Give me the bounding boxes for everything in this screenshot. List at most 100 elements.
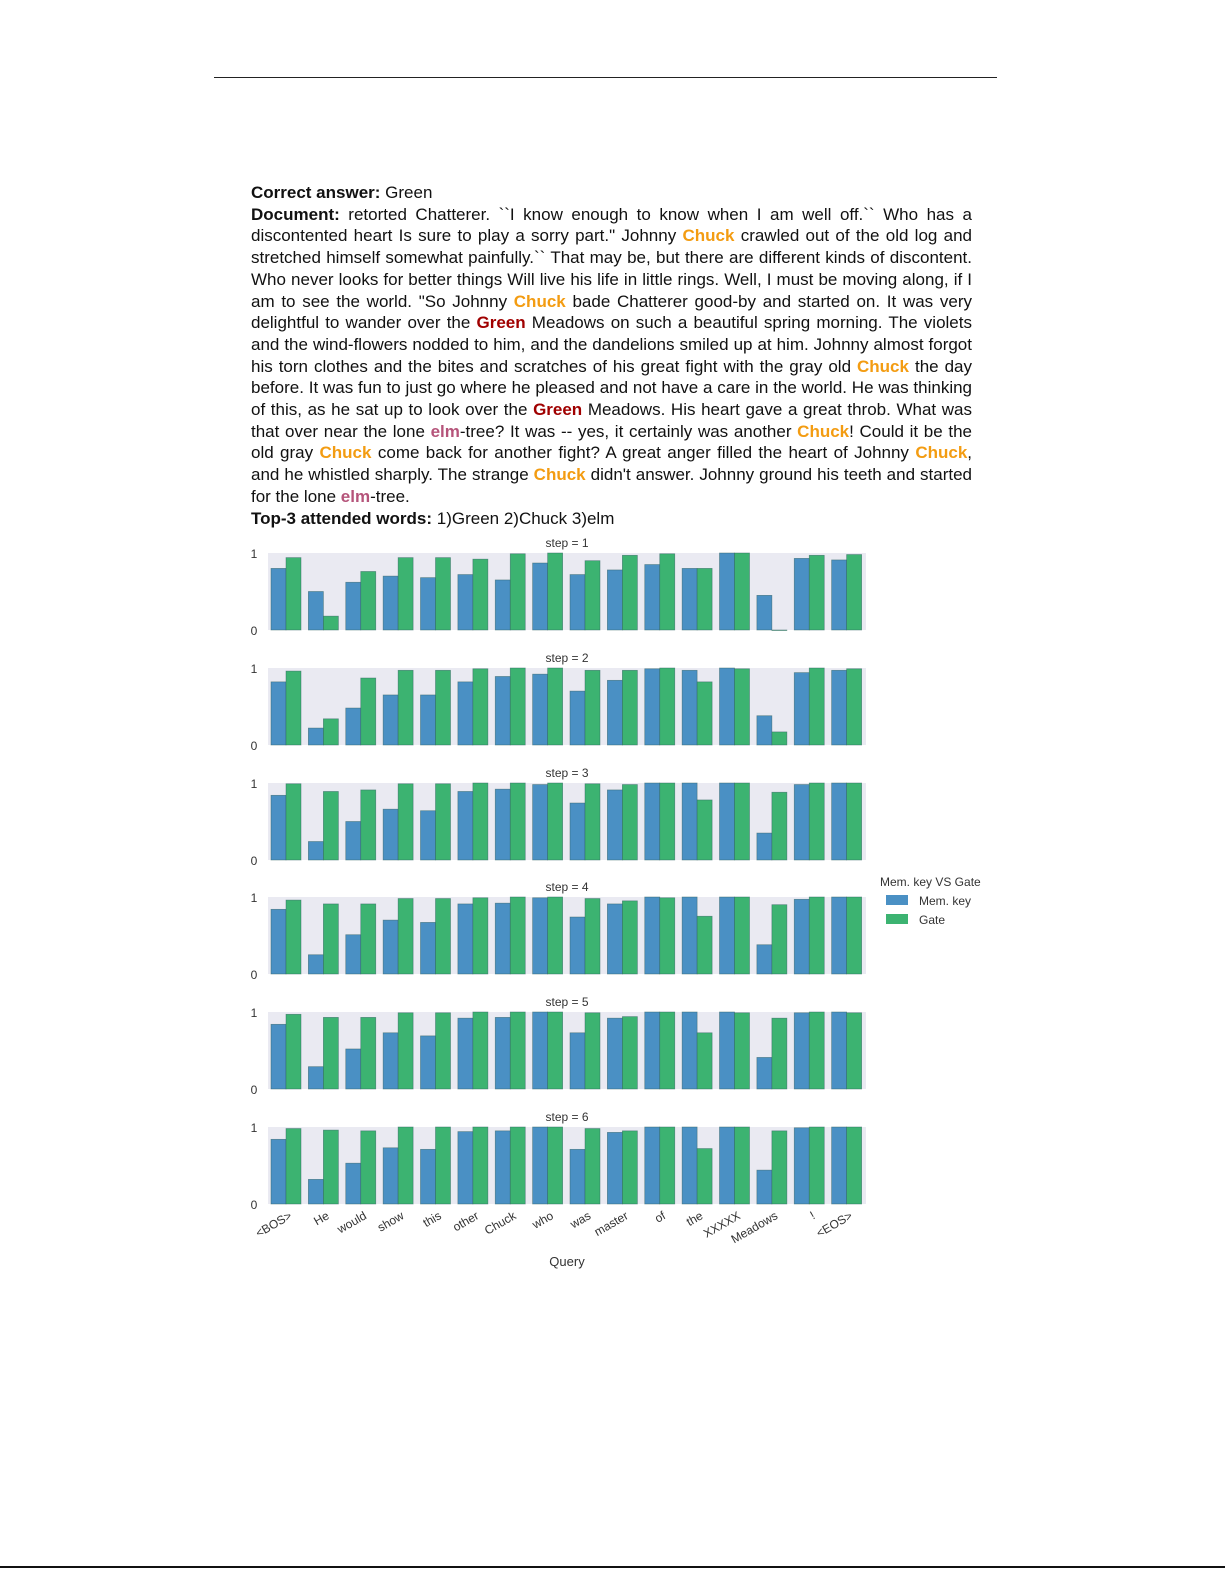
bar-gate bbox=[808, 896, 825, 975]
y-tick-label: 1 bbox=[251, 662, 258, 676]
bar-mem-key bbox=[345, 934, 362, 975]
bar-mem-key bbox=[308, 954, 324, 975]
bar-gate bbox=[771, 904, 788, 975]
legend-swatch bbox=[886, 895, 908, 905]
footer-rule bbox=[0, 1566, 1225, 1568]
correct-answer-value: Green bbox=[385, 183, 433, 202]
document-label: Document: bbox=[251, 204, 340, 224]
y-tick-label: 0 bbox=[251, 854, 258, 868]
legend-swatch bbox=[886, 914, 908, 924]
bar-mem-key bbox=[270, 1138, 287, 1205]
bar-gate bbox=[808, 1011, 825, 1090]
y-tick-label: 0 bbox=[251, 739, 258, 753]
bar-mem-key bbox=[308, 727, 324, 746]
bar-gate bbox=[622, 784, 638, 861]
x-tick-label: would bbox=[334, 1208, 369, 1236]
bar-mem-key bbox=[719, 552, 735, 631]
bar-mem-key bbox=[569, 1032, 586, 1090]
bar-mem-key bbox=[719, 782, 735, 861]
bar-mem-key bbox=[644, 564, 661, 631]
correct-answer-line: Correct answer: Green bbox=[251, 182, 972, 204]
bar-gate bbox=[509, 896, 526, 975]
bar-gate bbox=[696, 915, 713, 975]
panel-title: step = 3 bbox=[545, 766, 588, 780]
bar-mem-key bbox=[793, 784, 810, 861]
bar-gate bbox=[397, 1126, 414, 1205]
bar-mem-key bbox=[607, 789, 623, 861]
bar-gate bbox=[547, 782, 563, 861]
bar-gate bbox=[808, 782, 825, 861]
bar-gate bbox=[734, 1126, 750, 1205]
document-text: ! Could it be the old gray bbox=[251, 421, 972, 463]
document-text: the day before. It was fun to just go wh… bbox=[251, 356, 972, 420]
bar-mem-key bbox=[270, 681, 287, 746]
bar-mem-key bbox=[569, 802, 586, 861]
bar-gate bbox=[846, 554, 862, 631]
bar-gate bbox=[472, 558, 489, 631]
highlight-chuck: Chuck bbox=[682, 226, 735, 246]
bar-mem-key bbox=[420, 810, 436, 861]
bar-gate bbox=[659, 1126, 676, 1205]
bar-mem-key bbox=[457, 791, 474, 861]
top3-line: Top-3 attended words: 1)Green 2)Chuck 3)… bbox=[251, 508, 972, 530]
bar-gate bbox=[323, 903, 339, 975]
bar-mem-key bbox=[420, 577, 436, 631]
bar-gate bbox=[323, 1017, 339, 1090]
bar-mem-key bbox=[793, 1012, 810, 1090]
bar-mem-key bbox=[793, 1127, 810, 1205]
bar-mem-key bbox=[382, 575, 399, 631]
highlight-green: Green bbox=[476, 313, 526, 333]
bar-gate bbox=[360, 571, 377, 631]
top3-value: 1)Green 2)Chuck 3)elm bbox=[436, 508, 615, 528]
bar-mem-key bbox=[382, 1032, 399, 1090]
bar-gate bbox=[360, 1017, 377, 1090]
bar-mem-key bbox=[644, 782, 661, 861]
bar-mem-key bbox=[681, 1126, 698, 1205]
bar-mem-key bbox=[532, 562, 548, 631]
bar-mem-key bbox=[756, 832, 773, 861]
bar-gate bbox=[734, 1012, 750, 1090]
bar-gate bbox=[360, 1130, 377, 1205]
bar-gate bbox=[622, 669, 638, 746]
document-paragraph: Document: retorted Chatterer. ``I know e… bbox=[251, 204, 972, 508]
x-tick-label: the bbox=[684, 1208, 706, 1229]
document-text: Meadows on such a beautiful spring morni… bbox=[251, 313, 972, 376]
bar-gate bbox=[659, 1011, 676, 1090]
bar-mem-key bbox=[345, 707, 362, 746]
bar-gate bbox=[734, 668, 750, 746]
bar-mem-key bbox=[644, 668, 661, 746]
bar-mem-key bbox=[831, 1126, 847, 1205]
bar-gate bbox=[808, 554, 825, 631]
bar-mem-key bbox=[457, 681, 474, 746]
x-tick-label: of bbox=[652, 1208, 668, 1225]
x-axis-label: Query bbox=[549, 1254, 585, 1269]
bar-mem-key bbox=[270, 568, 287, 631]
correct-answer-label: Correct answer: bbox=[251, 183, 381, 202]
bar-gate bbox=[509, 667, 526, 746]
bar-gate bbox=[472, 1011, 489, 1090]
bar-gate bbox=[584, 898, 601, 975]
y-tick-label: 1 bbox=[251, 1006, 258, 1020]
bar-gate bbox=[771, 1130, 788, 1205]
document-text: retorted Chatterer. ``I know enough to k… bbox=[251, 204, 972, 246]
bar-mem-key bbox=[719, 667, 735, 746]
bar-gate bbox=[547, 667, 563, 746]
bar-gate bbox=[771, 731, 788, 746]
panel-title: step = 5 bbox=[545, 995, 588, 1009]
y-tick-label: 0 bbox=[251, 1198, 258, 1212]
bar-gate bbox=[547, 896, 563, 975]
bar-gate bbox=[435, 1126, 451, 1205]
bar-gate bbox=[696, 568, 713, 631]
bar-gate bbox=[435, 557, 451, 631]
highlight-elm: elm bbox=[430, 421, 460, 441]
bar-gate bbox=[846, 1012, 862, 1090]
bar-gate bbox=[397, 898, 414, 975]
bar-mem-key bbox=[420, 1148, 436, 1205]
bar-gate bbox=[435, 783, 451, 861]
bar-gate bbox=[808, 1126, 825, 1205]
bar-gate bbox=[584, 560, 601, 631]
bar-mem-key bbox=[494, 1017, 511, 1090]
bar-gate bbox=[509, 782, 526, 861]
bar-gate bbox=[734, 552, 750, 631]
